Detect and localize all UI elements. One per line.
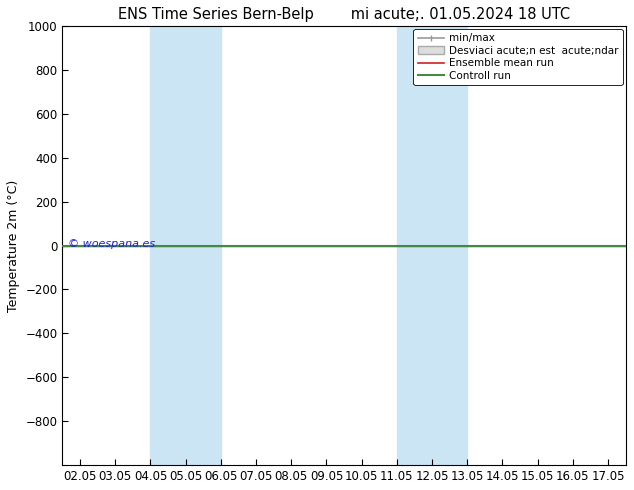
Title: ENS Time Series Bern-Belp        mi acute;. 01.05.2024 18 UTC: ENS Time Series Bern-Belp mi acute;. 01.… — [118, 7, 570, 22]
Bar — [397, 26, 467, 465]
Legend: min/max, Desviaci acute;n est  acute;ndar, Ensemble mean run, Controll run: min/max, Desviaci acute;n est acute;ndar… — [413, 29, 623, 85]
Y-axis label: Temperature 2m (°C): Temperature 2m (°C) — [7, 179, 20, 312]
Bar — [150, 26, 221, 465]
Text: © woespana.es: © woespana.es — [68, 239, 155, 249]
